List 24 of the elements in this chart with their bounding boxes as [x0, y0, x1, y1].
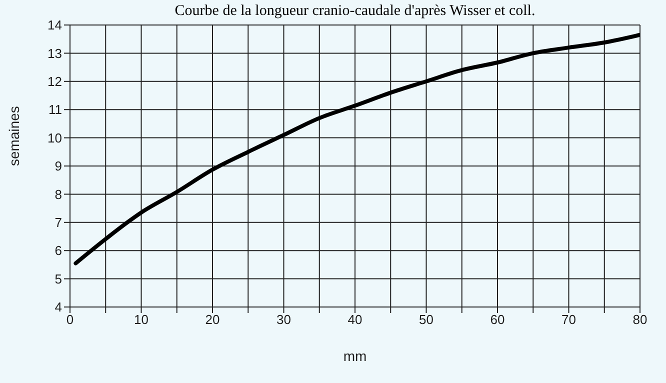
- x-tick-label: 0: [66, 312, 74, 328]
- y-tick-label: 14: [48, 18, 62, 33]
- x-tick-label: 40: [348, 312, 362, 328]
- y-tick-label: 9: [54, 158, 62, 174]
- y-tick-label: 4: [54, 300, 62, 315]
- y-axis-title: semaines: [6, 106, 22, 166]
- y-tick-label: 13: [48, 46, 62, 61]
- x-tick-label: 30: [276, 312, 291, 328]
- x-tick-label: 10: [134, 312, 148, 328]
- x-tick-label: 60: [490, 312, 505, 328]
- y-tick-label: 10: [48, 130, 62, 146]
- x-axis-title: mm: [343, 348, 367, 364]
- x-tick-label: 70: [562, 312, 576, 328]
- x-tick-label: 50: [419, 312, 434, 328]
- chart-title: Courbe de la longueur cranio-caudale d'après Wisser et coll.: [174, 3, 536, 20]
- y-tick-label: 8: [54, 186, 62, 202]
- x-tick-label: 20: [205, 312, 220, 328]
- y-tick-label: 11: [48, 102, 62, 118]
- y-tick-label: 7: [54, 215, 62, 230]
- y-tick-label: 5: [54, 271, 62, 286]
- y-tick-label: 6: [54, 243, 62, 258]
- line-series: [74, 32, 640, 266]
- y-tick-label: 12: [48, 74, 62, 90]
- x-tick-label: 80: [632, 312, 648, 328]
